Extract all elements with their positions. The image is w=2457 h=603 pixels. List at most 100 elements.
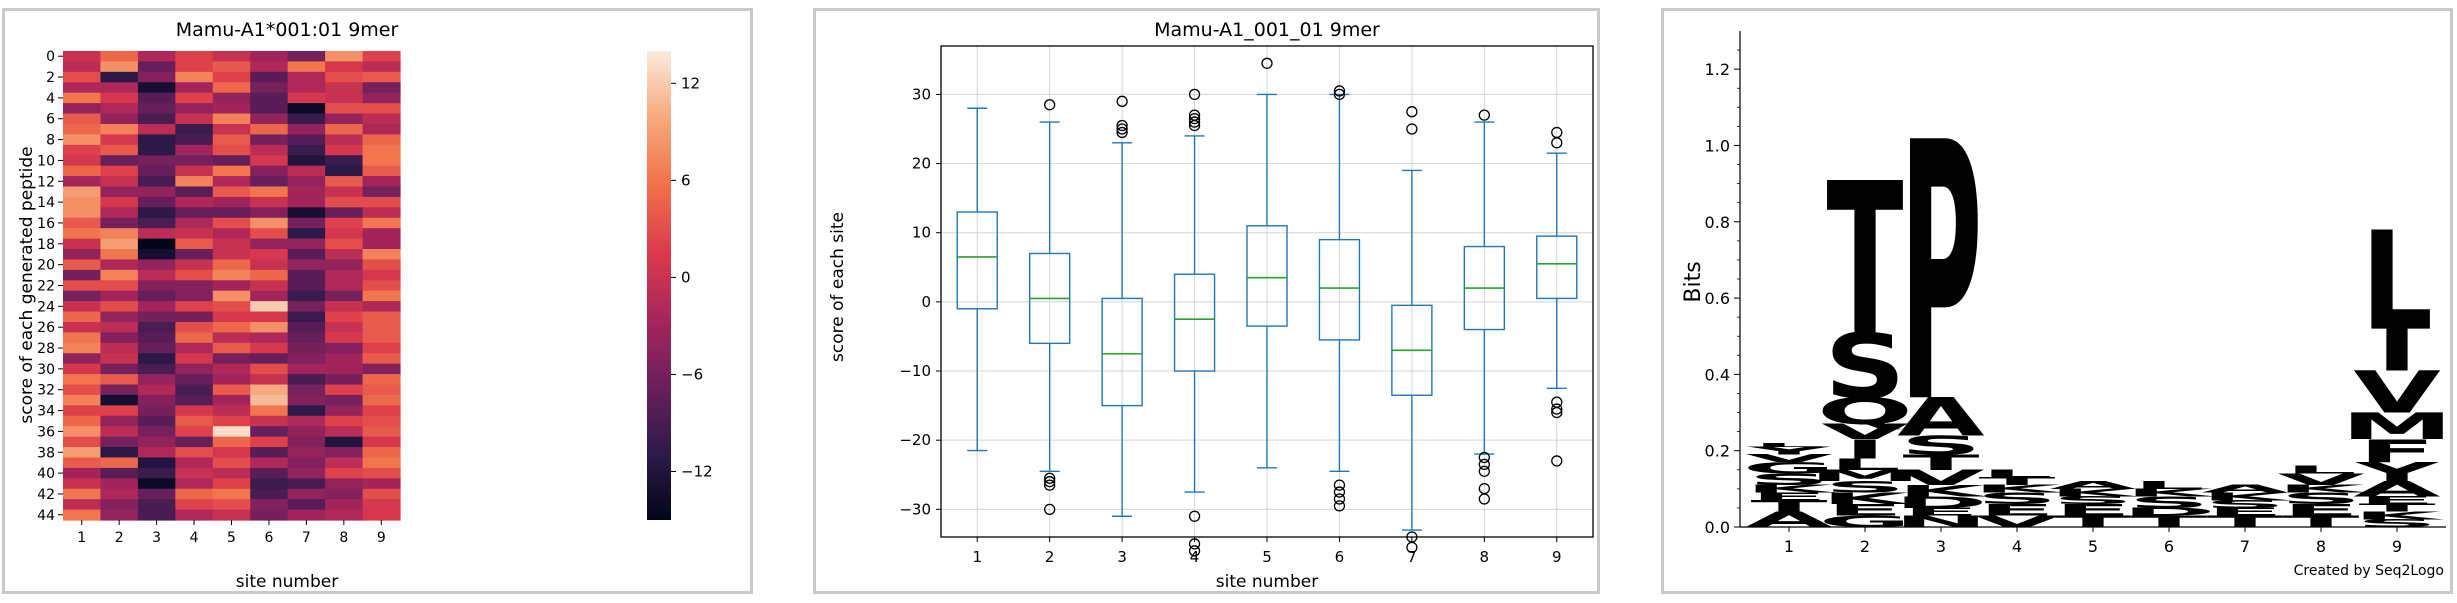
heatmap-cell xyxy=(175,280,214,292)
heatmap-cell xyxy=(250,363,289,375)
heatmap-cell xyxy=(175,353,214,365)
heatmap-cell xyxy=(325,353,364,365)
heatmap-cell xyxy=(325,301,364,313)
heatmap-cell xyxy=(250,509,289,521)
heatmap-cell xyxy=(63,71,102,83)
logo-letter: K xyxy=(2277,483,2369,495)
heatmap-cell xyxy=(100,467,139,479)
heatmap-x-tick-label: 4 xyxy=(190,530,199,546)
heatmap-cell xyxy=(362,71,401,83)
heatmap-x-tick-label: 9 xyxy=(377,530,386,546)
heatmap-cell xyxy=(362,332,401,344)
heatmap-cell xyxy=(100,332,139,344)
heatmap-cell xyxy=(63,353,102,365)
boxplot-outlier xyxy=(1333,486,1346,498)
heatmap-y-tick-label: 42 xyxy=(37,487,55,503)
heatmap-cell xyxy=(137,123,176,135)
heatmap-y-tick-label: 12 xyxy=(37,174,55,190)
heatmap-cell xyxy=(287,238,326,250)
heatmap-y-tick-label: 6 xyxy=(46,112,55,128)
heatmap-cell xyxy=(250,259,289,271)
boxplot-outlier xyxy=(1044,479,1056,491)
heatmap-cell xyxy=(325,155,364,167)
heatmap-cell xyxy=(100,269,139,281)
heatmap-y-tick-label: 4 xyxy=(46,91,55,107)
boxplot-outlier xyxy=(1188,88,1201,101)
heatmap-cell xyxy=(287,280,326,292)
heatmap-cell xyxy=(287,196,326,208)
heatmap-cell xyxy=(362,394,401,406)
heatmap-y-tick-label: 40 xyxy=(37,466,55,482)
heatmap-cell xyxy=(100,144,139,156)
heatmap-cell xyxy=(100,61,139,73)
heatmap-cell xyxy=(325,82,364,94)
colorbar-tick-label: −6 xyxy=(681,365,703,383)
heatmap-cell xyxy=(362,384,401,396)
heatmap-cell xyxy=(175,488,214,500)
heatmap-cell xyxy=(137,447,176,459)
heatmap-cell xyxy=(250,353,289,365)
heatmap-cell xyxy=(175,71,214,83)
heatmap-cell xyxy=(325,228,364,240)
heatmap-cell xyxy=(63,311,102,323)
logo-letter: S xyxy=(1976,490,2057,508)
logo-letter: K xyxy=(1897,482,1988,500)
heatmap-cell xyxy=(325,467,364,479)
heatmap-cell xyxy=(250,342,289,354)
heatmap-panel: Mamu-A1*001:01 9mer score of each genera… xyxy=(2,8,753,594)
heatmap-cell xyxy=(63,280,102,292)
heatmap-cell xyxy=(175,394,214,406)
heatmap-x-tick-label: 7 xyxy=(302,530,311,546)
logo-letter: K xyxy=(1973,483,2065,495)
heatmap-cell xyxy=(250,457,289,469)
heatmap-cell xyxy=(250,290,289,302)
logo-letter: S xyxy=(1900,431,1981,461)
logo-letter: E xyxy=(2054,501,2131,519)
heatmap-x-axis-label: site number xyxy=(236,572,338,591)
boxplot-y-tick-label: 0 xyxy=(921,293,931,311)
heatmap-cell xyxy=(362,311,401,323)
logo-letter: A xyxy=(2201,483,2288,495)
boxplot-x-tick-label: 7 xyxy=(1407,548,1417,566)
heatmap-cell xyxy=(362,196,401,208)
heatmap-cell xyxy=(63,155,102,167)
heatmap-cell xyxy=(362,301,401,313)
heatmap-x-tick-label: 2 xyxy=(115,530,124,546)
heatmap-cell xyxy=(137,186,176,198)
heatmap-cell xyxy=(137,103,176,115)
heatmap-cell xyxy=(362,374,401,386)
heatmap-cell xyxy=(212,61,251,73)
boxplot-title: Mamu-A1_001_01 9mer xyxy=(1154,19,1380,41)
colorbar-tick-label: 6 xyxy=(681,171,691,189)
heatmap-cell xyxy=(137,71,176,83)
heatmap-cell xyxy=(287,488,326,500)
boxplot-outlier xyxy=(1478,451,1490,464)
logo-letter: K xyxy=(2201,491,2293,503)
heatmap-cell xyxy=(250,61,289,73)
heatmap-cell xyxy=(137,51,176,63)
boxplot-outlier xyxy=(1551,406,1563,419)
heatmap-cell xyxy=(325,478,364,490)
heatmap-cell xyxy=(100,488,139,500)
heatmap-cell xyxy=(362,144,401,156)
heatmap-chart: Mamu-A1*001:01 9mer score of each genera… xyxy=(17,19,713,591)
heatmap-cell xyxy=(63,259,102,271)
heatmap-cell xyxy=(212,332,251,344)
heatmap-cell xyxy=(137,426,176,438)
logo-letter: D xyxy=(1894,494,1988,512)
heatmap-cell xyxy=(250,228,289,240)
heatmap-cell xyxy=(362,113,401,125)
boxplot-outlier xyxy=(1261,57,1273,69)
sequence-logo-chart: Bits ATEKSGVYLGEKSMLIVQSTNEDKVTSAPVESKTL… xyxy=(1681,31,2450,579)
heatmap-cell xyxy=(325,384,364,396)
heatmap-y-tick-label: 20 xyxy=(37,258,55,274)
heatmap-cell xyxy=(175,51,214,63)
boxplot-outlier xyxy=(1188,116,1201,128)
heatmap-cell xyxy=(250,71,289,83)
boxplot-y-tick-label: −20 xyxy=(899,431,931,449)
heatmap-cell xyxy=(362,259,401,271)
heatmap-cell xyxy=(250,436,289,448)
logo-letter: V xyxy=(2277,471,2364,489)
boxplot-box xyxy=(1536,235,1578,300)
heatmap-cell xyxy=(287,499,326,511)
